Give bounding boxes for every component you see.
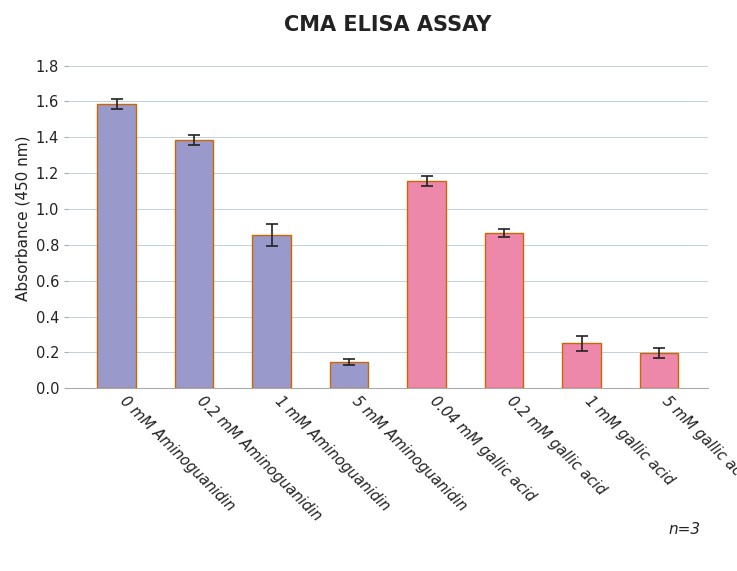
Bar [329, 362, 368, 388]
Text: n=3: n=3 [668, 522, 700, 537]
Title: CMA ELISA ASSAY: CMA ELISA ASSAY [284, 15, 492, 35]
Y-axis label: Absorbance (450 nm): Absorbance (450 nm) [15, 135, 30, 301]
Bar [485, 233, 523, 388]
Bar [562, 344, 601, 388]
Bar [252, 235, 291, 388]
Bar [640, 353, 679, 388]
Bar [175, 140, 214, 388]
Bar [407, 181, 446, 388]
Bar [97, 104, 136, 388]
